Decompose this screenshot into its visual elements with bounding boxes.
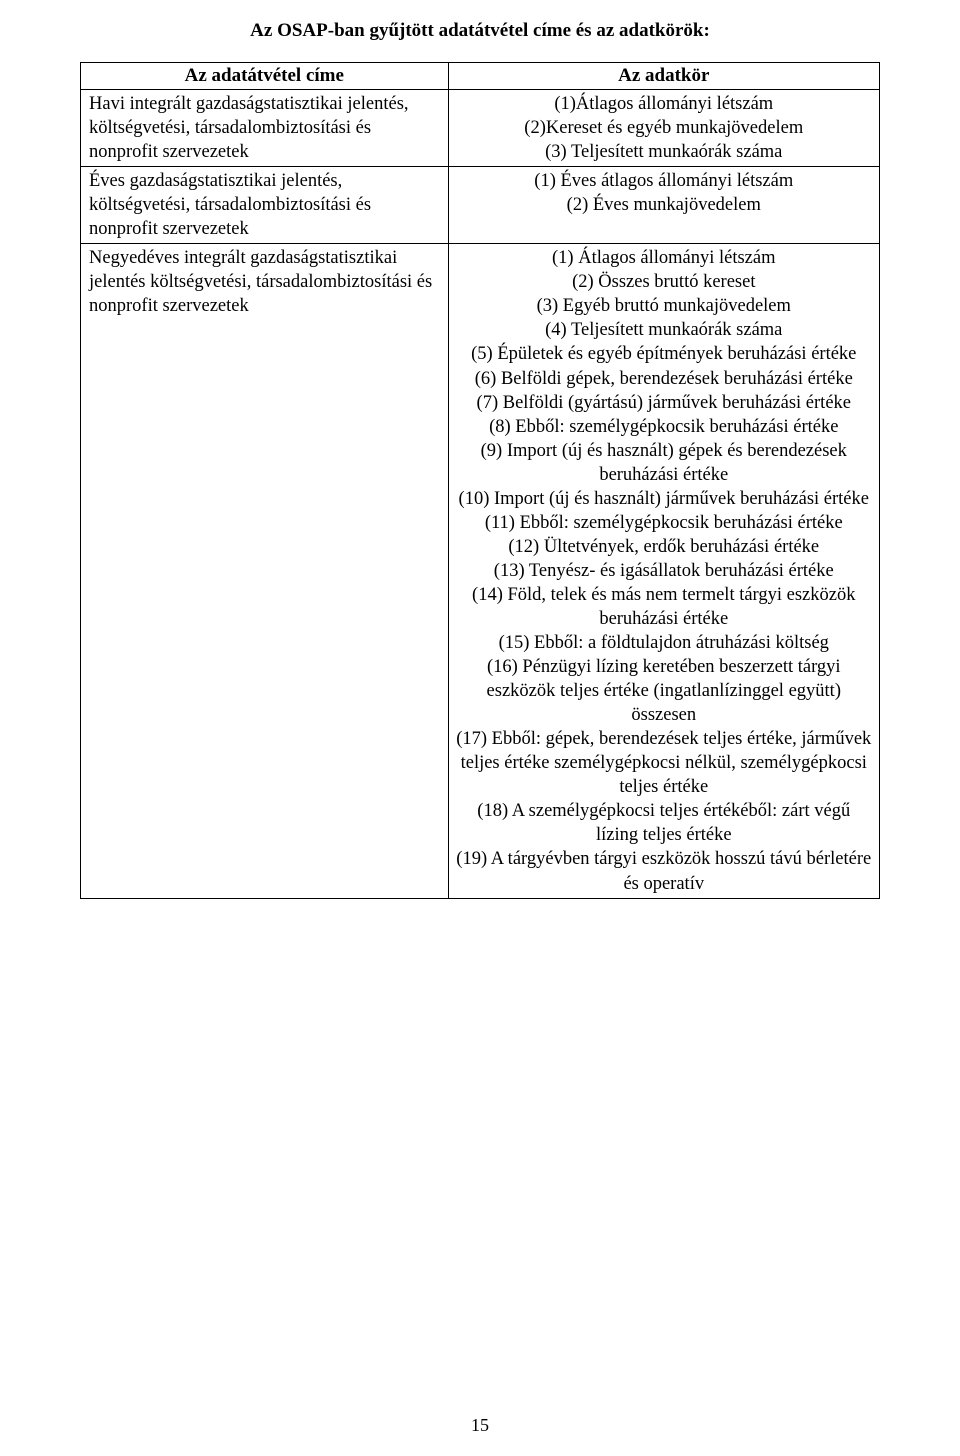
- row1-right-line: (3) Teljesített munkaórák száma: [455, 140, 873, 164]
- row1-right-line: (1)Átlagos állományi létszám: [455, 92, 873, 116]
- row3-right-line: (13) Tenyész- és igásállatok beruházási …: [455, 559, 873, 583]
- row3-right-line: (11) Ebből: személygépkocsik beruházási …: [455, 511, 873, 535]
- row3-right-line: (18) A személygépkocsi teljes értékéből:…: [455, 799, 873, 847]
- row1-left: Havi integrált gazdaságstatisztikai jele…: [87, 92, 442, 164]
- row3-right-line: (4) Teljesített munkaórák száma: [455, 318, 873, 342]
- row3-right-line: (15) Ebből: a földtulajdon átruházási kö…: [455, 631, 873, 655]
- data-table: Az adatátvétel címe Az adatkör Havi inte…: [80, 62, 880, 899]
- row3-right-line: (16) Pénzügyi lízing keretében beszerzet…: [455, 655, 873, 727]
- row2-right: (1) Éves átlagos állományi létszám (2) É…: [455, 169, 873, 217]
- row2-right-line: (1) Éves átlagos állományi létszám: [455, 169, 873, 193]
- header-left: Az adatátvétel címe: [81, 63, 449, 90]
- table-header-row: Az adatátvétel címe Az adatkör: [81, 63, 880, 90]
- row3-right-line: (2) Összes bruttó kereset: [455, 270, 873, 294]
- header-right: Az adatkör: [448, 63, 879, 90]
- row3-right-line: (1) Átlagos állományi létszám: [455, 246, 873, 270]
- row3-right-line: (5) Épületek és egyéb építmények beruház…: [455, 342, 873, 366]
- row2-left: Éves gazdaságstatisztikai jelentés, költ…: [87, 169, 442, 241]
- row3-right-line: (6) Belföldi gépek, berendezések beruház…: [455, 367, 873, 391]
- row3-right-line: (14) Föld, telek és más nem termelt tárg…: [455, 583, 873, 631]
- row3-left: Negyedéves integrált gazdaságstatisztika…: [87, 246, 442, 318]
- row3-right-line: (8) Ebből: személygépkocsik beruházási é…: [455, 415, 873, 439]
- row3-right-line: (3) Egyéb bruttó munkajövedelem: [455, 294, 873, 318]
- row3-right-line: (7) Belföldi (gyártású) járművek beruház…: [455, 391, 873, 415]
- row1-right: (1)Átlagos állományi létszám (2)Kereset …: [455, 92, 873, 164]
- row3-right-line: (17) Ebből: gépek, berendezések teljes é…: [455, 727, 873, 799]
- row3-right: (1) Átlagos állományi létszám (2) Összes…: [455, 246, 873, 895]
- page-number: 15: [0, 1415, 960, 1436]
- row2-right-line: (2) Éves munkajövedelem: [455, 193, 873, 217]
- row1-right-line: (2)Kereset és egyéb munkajövedelem: [455, 116, 873, 140]
- table-row: Éves gazdaságstatisztikai jelentés, költ…: [81, 167, 880, 244]
- table-row: Havi integrált gazdaságstatisztikai jele…: [81, 90, 880, 167]
- page-title: Az OSAP-ban gyűjtött adatátvétel címe és…: [80, 20, 880, 42]
- row3-right-line: (9) Import (új és használt) gépek és ber…: [455, 439, 873, 487]
- table-row: Negyedéves integrált gazdaságstatisztika…: [81, 244, 880, 898]
- row3-right-line: (10) Import (új és használt) járművek be…: [455, 487, 873, 511]
- row3-right-line: (12) Ültetvények, erdők beruházási érték…: [455, 535, 873, 559]
- row3-right-line: (19) A tárgyévben tárgyi eszközök hosszú…: [455, 847, 873, 895]
